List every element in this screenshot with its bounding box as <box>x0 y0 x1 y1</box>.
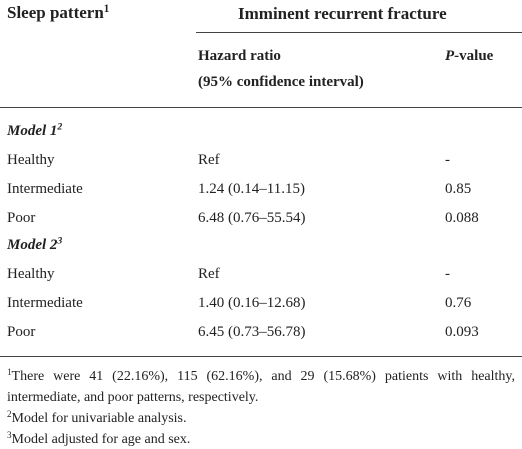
column-header: P-value <box>445 47 493 65</box>
cell: Healthy <box>7 152 55 168</box>
footnote-mark: 3 <box>7 430 12 440</box>
footnote-mark: 2 <box>7 409 12 419</box>
footnote-text: There were 41 (22.16%), 115 (62.16%), an… <box>7 369 515 405</box>
footnote-mark: 1 <box>103 2 110 15</box>
footnote: 1There were 41 (22.16%), 115 (62.16%), a… <box>7 366 515 408</box>
footnote-text: Model adjusted for age and sex. <box>11 432 191 447</box>
footnote: 3Model adjusted for age and sex. <box>7 429 515 449</box>
column-header: Hazard ratio <box>198 48 281 64</box>
footnote-mark: 2 <box>57 121 63 133</box>
cell: 0.088 <box>445 210 479 226</box>
cell: - <box>445 152 450 168</box>
cell: 6.45 (0.73–56.78) <box>198 324 306 340</box>
cell: Poor <box>7 210 36 226</box>
cell: 1.24 (0.14–11.15) <box>198 181 305 197</box>
section-text: Model 2 <box>7 237 58 253</box>
column-header: Sleep pattern1 <box>7 2 110 22</box>
bottom-rule <box>0 356 522 357</box>
cell: Intermediate <box>7 295 83 311</box>
section-text: Model 1 <box>7 123 58 139</box>
group-rule <box>196 32 522 33</box>
header-text: Sleep pattern <box>7 3 104 22</box>
cell: Healthy <box>7 266 55 282</box>
group-header: Imminent recurrent fracture <box>238 4 447 23</box>
column-header: (95% confidence interval) <box>198 74 364 90</box>
footnote-mark: 3 <box>57 235 63 247</box>
header-rule <box>0 107 522 108</box>
cell: - <box>445 266 450 282</box>
section-label: Model 23 <box>7 236 62 254</box>
footnote-mark: 1 <box>7 367 12 377</box>
cell: 0.093 <box>445 324 479 340</box>
cell: 1.40 (0.16–12.68) <box>198 295 306 311</box>
cell: Poor <box>7 324 36 340</box>
header-italic: P <box>445 48 455 64</box>
cell: Intermediate <box>7 181 83 197</box>
section-label: Model 12 <box>7 122 62 140</box>
header-text: -value <box>454 48 494 64</box>
cell: Ref <box>198 152 220 168</box>
footnote: 2Model for univariable analysis. <box>7 408 515 429</box>
footnote-text: Model for univariable analysis. <box>11 411 187 426</box>
cell: 0.76 <box>445 295 472 311</box>
cell: 0.85 <box>445 181 472 197</box>
cell: 6.48 (0.76–55.54) <box>198 210 306 226</box>
cell: Ref <box>198 266 220 282</box>
